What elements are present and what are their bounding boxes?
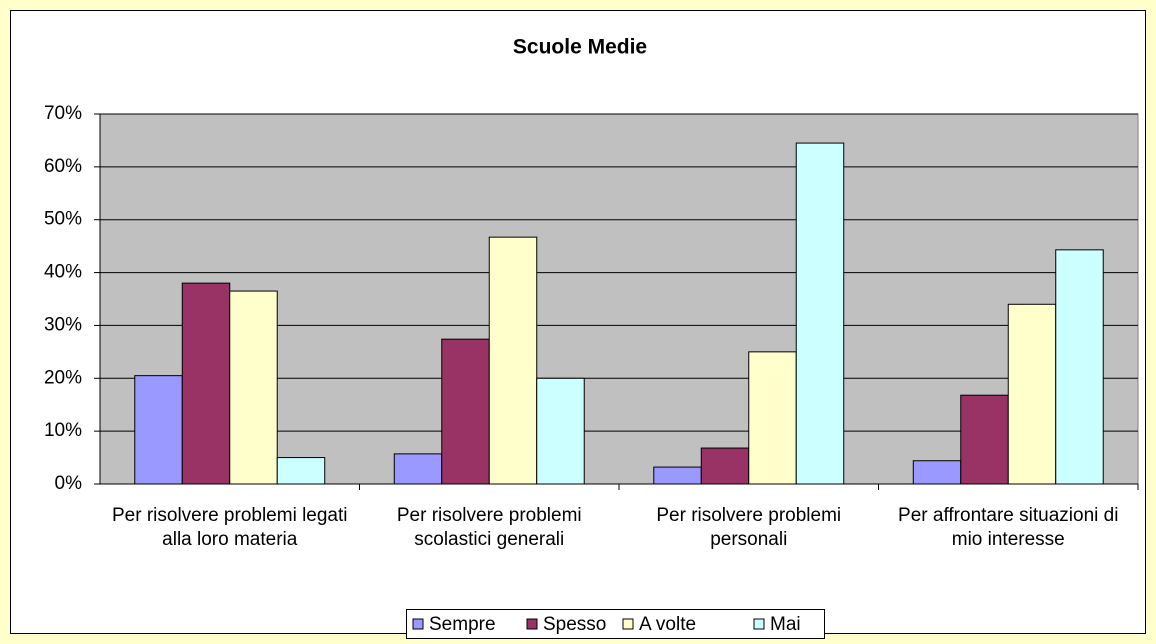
y-tick-label: 10% bbox=[44, 420, 82, 441]
bar bbox=[276, 457, 326, 485]
legend-swatch bbox=[622, 618, 634, 630]
bar bbox=[748, 351, 797, 485]
bar bbox=[134, 375, 183, 485]
bar bbox=[700, 447, 750, 485]
y-tick-label: 50% bbox=[44, 209, 82, 230]
bar bbox=[1007, 303, 1057, 485]
legend-swatch bbox=[753, 618, 765, 630]
bar bbox=[653, 466, 702, 485]
legend-label: Mai bbox=[770, 614, 801, 635]
x-tick-label: Per affrontare situazioni di mio interes… bbox=[898, 505, 1119, 550]
chart-title: Scuole Medie bbox=[513, 36, 647, 59]
y-tick-label: 40% bbox=[44, 262, 82, 283]
y-tick-label: 30% bbox=[44, 314, 82, 335]
bar bbox=[393, 453, 443, 485]
bar bbox=[441, 338, 490, 485]
legend-label: Spesso bbox=[543, 614, 606, 635]
bar bbox=[912, 460, 962, 485]
y-tick-label: 60% bbox=[44, 156, 82, 177]
legend-swatch bbox=[526, 618, 538, 630]
y-tick-label: 0% bbox=[55, 473, 83, 494]
bar bbox=[1055, 249, 1104, 485]
y-tick-label: 20% bbox=[44, 367, 82, 388]
x-tick-label: Per risolvere problemi legati alla loro … bbox=[112, 505, 348, 550]
legend-label: Sempre bbox=[429, 614, 496, 635]
bar bbox=[536, 377, 585, 485]
bar bbox=[960, 394, 1009, 485]
bar bbox=[229, 290, 278, 485]
bar bbox=[795, 142, 845, 485]
legend-swatch bbox=[412, 618, 424, 630]
y-tick-label: 70% bbox=[44, 103, 82, 124]
legend-label: A volte bbox=[639, 614, 696, 635]
bar bbox=[181, 282, 231, 485]
x-tick-label: Per risolvere problemi scolastici genera… bbox=[396, 505, 582, 550]
x-tick-label: Per risolvere problemi personali bbox=[656, 505, 842, 550]
bar bbox=[488, 236, 538, 485]
